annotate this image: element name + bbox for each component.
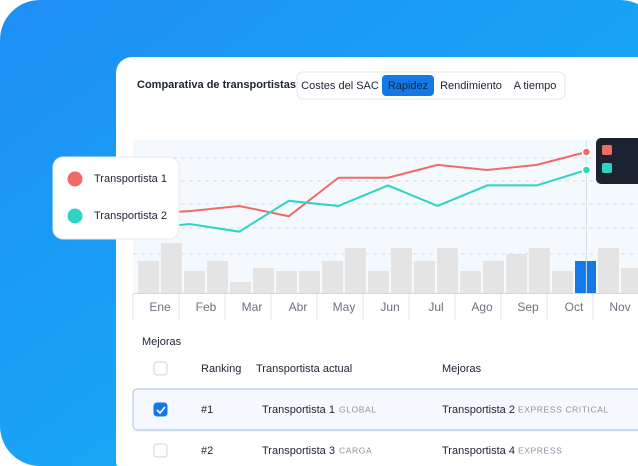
better-tag: EXPRESS (518, 445, 562, 455)
bar (207, 261, 228, 293)
legend-label: Transportista 1 (94, 173, 167, 185)
better-tag: EXPRESS CRITICAL (518, 404, 609, 414)
x-tick-label: Abr (289, 300, 308, 314)
check (156, 406, 166, 415)
x-tick-label: Sep (517, 300, 539, 314)
bar (460, 271, 481, 293)
title: Comparativa de transportistas (137, 79, 296, 91)
rank: #2 (201, 445, 213, 457)
legend-dot (67, 208, 83, 224)
bar (391, 248, 412, 293)
tooltip-swatch (602, 163, 612, 173)
x-tick-label: Feb (196, 300, 217, 314)
tooltip-swatch (602, 145, 612, 155)
bar (345, 248, 366, 293)
column-header: Ranking (201, 363, 241, 375)
checkbox[interactable] (153, 443, 168, 458)
bar (253, 268, 274, 293)
point (581, 165, 592, 175)
current-tag: GLOBAL (339, 404, 377, 414)
current-tag: CARGA (339, 445, 372, 455)
legend-card: Transportista 1 Transportista 2 (52, 156, 180, 240)
point (581, 147, 592, 157)
tab[interactable]: Rendimiento (440, 80, 502, 92)
bar (437, 248, 458, 293)
tab[interactable]: Rapidez (388, 80, 428, 92)
tab[interactable]: Costes del SAC (301, 80, 379, 92)
bar (230, 282, 251, 293)
legend-dot (67, 171, 83, 187)
current: Transportista 1 (262, 404, 335, 416)
legend-label: Transportista 2 (94, 210, 167, 222)
bar (299, 271, 320, 293)
bar (368, 271, 389, 293)
x-tick-label: Ago (471, 300, 493, 314)
bar (414, 261, 435, 293)
bar (276, 271, 297, 293)
rank: #1 (201, 404, 213, 416)
checkbox[interactable] (153, 402, 168, 417)
bar (575, 261, 596, 293)
series-line (139, 169, 587, 233)
section-title: Mejoras (142, 336, 182, 348)
bar (506, 254, 527, 293)
bar (161, 243, 182, 293)
x-tick-label: Oct (565, 300, 584, 314)
bar (529, 248, 550, 293)
tooltip-label: 6.8 D (617, 144, 638, 156)
x-tick-label: Jun (380, 300, 399, 314)
bar (621, 268, 638, 293)
bar (184, 271, 205, 293)
x-tick-label: Mar (242, 300, 263, 314)
x-tick-label: Nov (609, 300, 630, 314)
current: Transportista 3 (262, 445, 335, 457)
bar (552, 271, 573, 293)
x-tick-label: Jul (428, 300, 443, 314)
tooltip-label: 6.1 D (617, 162, 638, 174)
better: Transportista 4 (442, 445, 515, 457)
checkbox[interactable] (153, 361, 168, 376)
column-header: Mejoras (442, 363, 482, 375)
x-tick-label: May (333, 300, 356, 314)
series-line (139, 151, 587, 218)
bar (483, 261, 504, 293)
legend-box (52, 156, 180, 240)
tab[interactable]: A tiempo (514, 80, 557, 92)
x-tick-label: Ene (149, 300, 171, 314)
row-selected (132, 388, 638, 431)
bar (598, 248, 619, 293)
tab-active[interactable] (382, 75, 434, 96)
bar (322, 261, 343, 293)
column-header: Transportista actual (256, 363, 352, 375)
bar (138, 261, 159, 293)
better: Transportista 2 (442, 404, 515, 416)
